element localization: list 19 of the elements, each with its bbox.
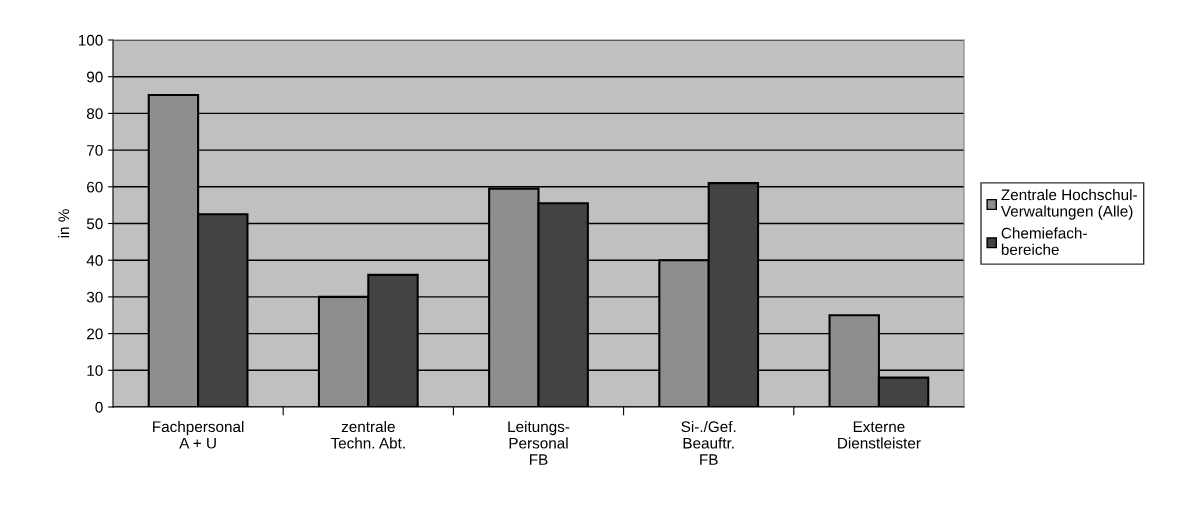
- x-tick-label: Si-./Gef. Beauftr. FB: [681, 420, 736, 465]
- y-tick-label: 50: [86, 218, 103, 230]
- y-tick-label: 10: [87, 365, 103, 376]
- y-tick-label: 60: [87, 181, 103, 193]
- x-tick-label: Fachpersonal A + U: [153, 420, 244, 449]
- y-tick-label: 100: [78, 34, 103, 46]
- x-tick-label: zentrale Techn. Abt.: [330, 420, 405, 449]
- y-tick-label: 80: [86, 108, 103, 120]
- legend-label: Chemiefach- bereiche: [1001, 227, 1087, 255]
- y-tick-label: 90: [87, 71, 103, 83]
- legend-label: Zentrale Hochschul- Verwaltungen (Alle): [1000, 188, 1137, 220]
- x-tick-label: Leitungs- Personal FB: [508, 420, 570, 465]
- x-tick-label: Externe Dienstleister: [838, 421, 921, 449]
- y-tick-label: 70: [87, 144, 103, 156]
- y-tick-label: 20: [87, 328, 103, 340]
- y-tick-label: 0: [95, 401, 103, 413]
- y-tick-label: 40: [86, 255, 103, 266]
- y-tick-label: 30: [86, 291, 103, 303]
- y-axis-title: in %: [57, 209, 70, 238]
